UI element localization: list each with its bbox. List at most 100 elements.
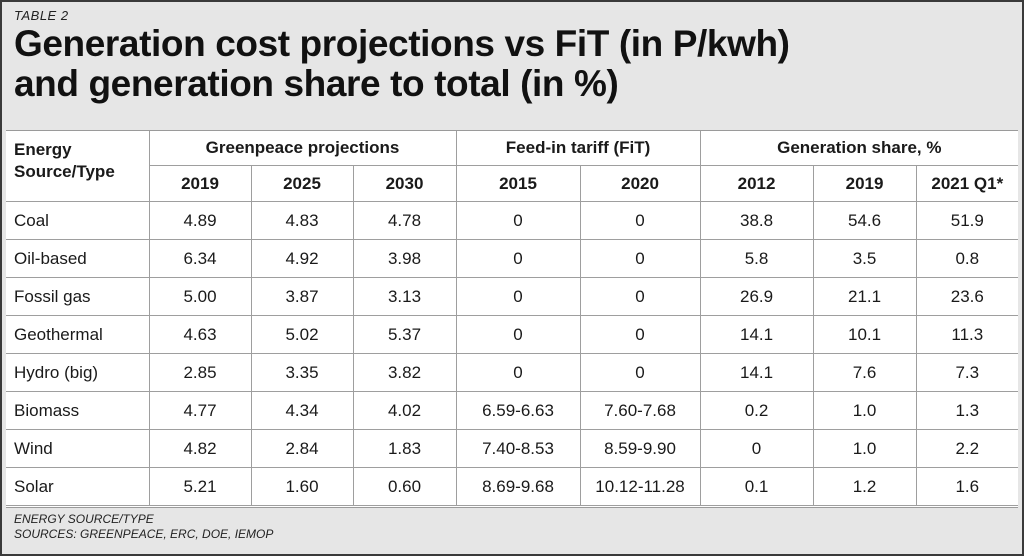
value-cell: 6.34 — [148, 239, 252, 278]
value-cell: 4.77 — [148, 391, 252, 430]
value-cell: 1.3 — [915, 391, 1019, 430]
table-number-label: TABLE 2 — [14, 8, 69, 23]
table-title-line-1: Generation cost projections vs FiT (in P… — [14, 23, 790, 64]
value-cell: 7.40-8.53 — [455, 429, 581, 468]
year-header: 2021 Q1* — [915, 165, 1019, 202]
value-cell: 4.63 — [148, 315, 252, 354]
value-cell: 0 — [455, 353, 581, 392]
value-cell: 5.02 — [250, 315, 354, 354]
value-cell: 5.00 — [148, 277, 252, 316]
table-body: Coal 4.89 4.83 4.78 0 0 38.8 54.6 51.9 Oil-based 6… — [6, 201, 1019, 506]
value-cell: 8.69-9.68 — [455, 467, 581, 506]
value-cell: 38.8 — [699, 201, 814, 240]
value-cell: 0 — [579, 201, 701, 240]
value-cell: 7.60-7.68 — [579, 391, 701, 430]
value-cell: 3.5 — [812, 239, 917, 278]
value-cell: 8.59-9.90 — [579, 429, 701, 468]
value-cell: 2.84 — [250, 429, 354, 468]
value-cell: 0 — [579, 353, 701, 392]
value-cell: 3.35 — [250, 353, 354, 392]
table-footer: ENERGY SOURCE/TYPE SOURCES: GREENPEACE, … — [14, 512, 273, 542]
value-cell: 4.92 — [250, 239, 354, 278]
energy-source-header: Energy Source/Type — [6, 131, 150, 202]
value-cell: 1.60 — [250, 467, 354, 506]
year-header: 2012 — [699, 165, 814, 202]
value-cell: 4.78 — [352, 201, 457, 240]
value-cell: 5.37 — [352, 315, 457, 354]
value-cell: 3.98 — [352, 239, 457, 278]
value-cell: 4.82 — [148, 429, 252, 468]
value-cell: 6.59-6.63 — [455, 391, 581, 430]
value-cell: 0 — [455, 201, 581, 240]
value-cell: 5.8 — [699, 239, 814, 278]
value-cell: 14.1 — [699, 315, 814, 354]
footer-sources: SOURCES: GREENPEACE, ERC, DOE, IEMOP — [14, 527, 274, 541]
value-cell: 7.3 — [915, 353, 1019, 392]
value-cell: 26.9 — [699, 277, 814, 316]
value-cell: 2.85 — [148, 353, 252, 392]
value-cell: 1.83 — [352, 429, 457, 468]
energy-source-cell: Wind — [6, 429, 150, 468]
value-cell: 0 — [579, 239, 701, 278]
value-cell: 1.2 — [812, 467, 917, 506]
value-cell: 3.87 — [250, 277, 354, 316]
value-cell: 0.8 — [915, 239, 1019, 278]
energy-source-cell: Oil-based — [6, 239, 150, 278]
energy-source-cell: Hydro (big) — [6, 353, 150, 392]
value-cell: 0 — [455, 315, 581, 354]
year-header: 2015 — [455, 165, 581, 202]
value-cell: 4.89 — [148, 201, 252, 240]
table-row: Oil-based 6.34 4.92 3.98 0 0 5.8 3.5 0.8 — [6, 239, 1019, 278]
value-cell: 0 — [579, 277, 701, 316]
value-cell: 0 — [455, 239, 581, 278]
data-table-container: Energy Source/Type Greenpeace projection… — [6, 130, 1019, 508]
value-cell: 11.3 — [915, 315, 1019, 354]
value-cell: 51.9 — [915, 201, 1019, 240]
table-title-line-2: and generation share to total (in %) — [14, 63, 619, 104]
year-header: 2019 — [812, 165, 917, 202]
feed-in-tariff-header: Feed-in tariff (FiT) — [455, 131, 701, 166]
energy-source-cell: Biomass — [6, 391, 150, 430]
year-header: 2020 — [579, 165, 701, 202]
year-header-row: 2019 2025 2030 2015 2020 2012 2019 2021 … — [6, 165, 1019, 202]
table-row: Wind 4.82 2.84 1.83 7.40-8.53 8.59-9.90 0 1.0 2.… — [6, 429, 1019, 468]
value-cell: 0.2 — [699, 391, 814, 430]
value-cell: 1.6 — [915, 467, 1019, 506]
year-header: 2025 — [250, 165, 354, 202]
data-table: Energy Source/Type Greenpeace projection… — [6, 131, 1019, 506]
value-cell: 23.6 — [915, 277, 1019, 316]
value-cell: 14.1 — [699, 353, 814, 392]
table-title: Generation cost projections vs FiT (in P… — [14, 24, 1010, 104]
energy-source-cell: Fossil gas — [6, 277, 150, 316]
year-header: 2019 — [148, 165, 252, 202]
table-row: Geothermal 4.63 5.02 5.37 0 0 14.1 10.1 11.3 — [6, 315, 1019, 354]
value-cell: 3.82 — [352, 353, 457, 392]
energy-source-cell: Geothermal — [6, 315, 150, 354]
value-cell: 3.13 — [352, 277, 457, 316]
value-cell: 0 — [579, 315, 701, 354]
value-cell: 0 — [455, 277, 581, 316]
value-cell: 1.0 — [812, 429, 917, 468]
value-cell: 5.21 — [148, 467, 252, 506]
value-cell: 4.02 — [352, 391, 457, 430]
greenpeace-projections-header: Greenpeace projections — [148, 131, 457, 166]
energy-source-cell: Solar — [6, 467, 150, 506]
footer-note: ENERGY SOURCE/TYPE — [14, 512, 154, 526]
value-cell: 0.60 — [352, 467, 457, 506]
value-cell: 1.0 — [812, 391, 917, 430]
value-cell: 4.34 — [250, 391, 354, 430]
value-cell: 10.12-11.28 — [579, 467, 701, 506]
table-row: Biomass 4.77 4.34 4.02 6.59-6.63 7.60-7.68 0.2… — [6, 391, 1019, 430]
value-cell: 2.2 — [915, 429, 1019, 468]
value-cell: 4.83 — [250, 201, 354, 240]
value-cell: 21.1 — [812, 277, 917, 316]
figure-header: TABLE 2 Generation cost projections vs F… — [14, 8, 1010, 104]
value-cell: 0.1 — [699, 467, 814, 506]
energy-source-cell: Coal — [6, 201, 150, 240]
table-row: Fossil gas 5.00 3.87 3.13 0 0 26.9 21.1 23.6 — [6, 277, 1019, 316]
value-cell: 0 — [699, 429, 814, 468]
group-header-row: Energy Source/Type Greenpeace projection… — [6, 131, 1019, 202]
value-cell: 7.6 — [812, 353, 917, 392]
table-row: Coal 4.89 4.83 4.78 0 0 38.8 54.6 51.9 — [6, 201, 1019, 240]
